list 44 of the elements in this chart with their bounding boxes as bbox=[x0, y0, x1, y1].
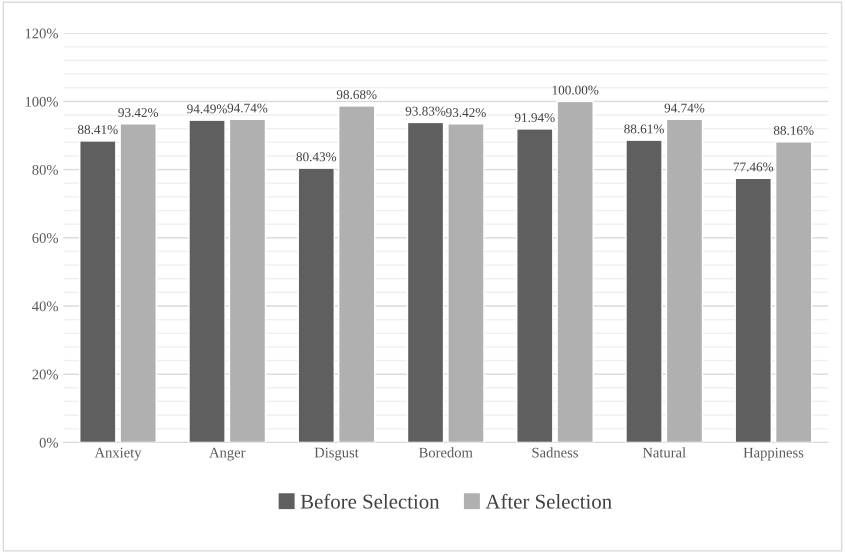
data-label: 98.68% bbox=[336, 90, 377, 100]
data-label: 94.74% bbox=[228, 104, 268, 113]
data-label: 93.42% bbox=[446, 108, 486, 118]
data-label: 91.94% bbox=[514, 113, 555, 122]
bar bbox=[625, 140, 663, 442]
legend-label: Before Selection bbox=[300, 494, 440, 509]
bar bbox=[228, 118, 266, 442]
data-label: 93.42% bbox=[118, 108, 158, 118]
data-label: 77.46% bbox=[734, 162, 774, 172]
legend-label: After Selection bbox=[486, 494, 612, 509]
bar bbox=[447, 123, 485, 442]
bar bbox=[188, 119, 226, 442]
data-label: 100.00% bbox=[552, 86, 598, 95]
bar bbox=[516, 128, 554, 442]
x-tick-label: Sadness bbox=[532, 447, 578, 458]
x-tick-label: Disgust bbox=[314, 448, 359, 460]
data-label: 93.83% bbox=[406, 106, 446, 116]
x-tick-label: Natural bbox=[642, 447, 686, 458]
x-tick-label: Boredom bbox=[419, 447, 473, 458]
bar bbox=[734, 178, 772, 442]
bar bbox=[79, 140, 117, 442]
bar bbox=[298, 167, 335, 442]
data-label: 94.74% bbox=[664, 104, 704, 113]
data-label: 88.16% bbox=[774, 126, 814, 135]
bar bbox=[406, 122, 444, 442]
y-tick-label: 80% bbox=[32, 164, 58, 175]
bar bbox=[119, 123, 157, 442]
bar bbox=[338, 105, 376, 442]
data-label: 94.49% bbox=[187, 104, 227, 114]
bar bbox=[666, 118, 704, 442]
y-tick-label: 40% bbox=[32, 301, 58, 312]
y-tick-label: 20% bbox=[32, 370, 58, 380]
x-tick-label: Anxiety bbox=[94, 448, 142, 460]
y-tick-label: 60% bbox=[32, 233, 58, 244]
y-tick-label: 100% bbox=[26, 96, 58, 107]
data-label: 88.61% bbox=[624, 124, 664, 134]
x-tick-label: Happiness bbox=[744, 448, 804, 460]
x-tick-label: Anger bbox=[209, 448, 246, 460]
bar bbox=[556, 100, 594, 442]
y-tick-label: 120% bbox=[26, 28, 58, 38]
bar bbox=[774, 141, 812, 442]
data-label: 80.43% bbox=[296, 152, 336, 162]
y-tick-label: 0% bbox=[40, 438, 58, 448]
data-label: 88.41% bbox=[78, 125, 118, 134]
